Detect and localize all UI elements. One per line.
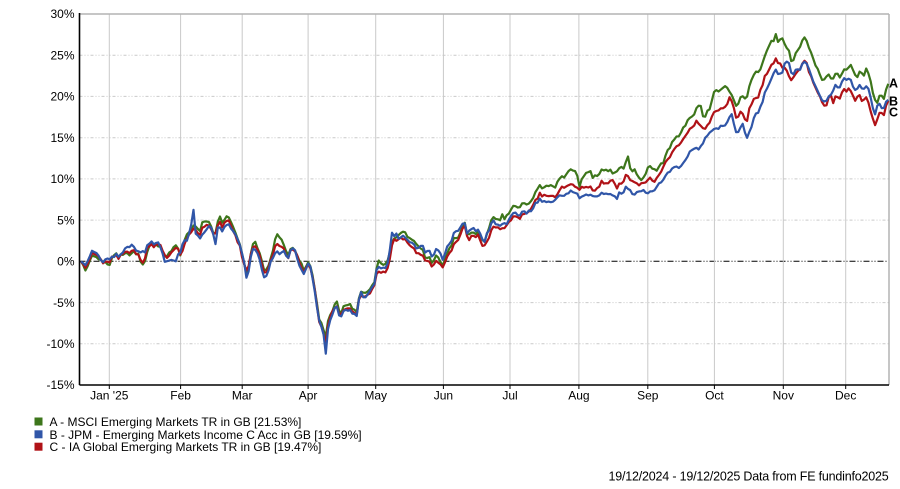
svg-text:Dec: Dec: [835, 389, 856, 403]
svg-text:Aug: Aug: [568, 389, 589, 403]
svg-text:B: B: [889, 95, 898, 109]
svg-text:Jun: Jun: [434, 389, 453, 403]
svg-text:0%: 0%: [57, 255, 75, 269]
svg-text:-10%: -10%: [46, 337, 74, 351]
svg-text:B - JPM - Emerging Markets Inc: B - JPM - Emerging Markets Income C Acc …: [50, 428, 362, 442]
svg-text:10%: 10%: [50, 172, 74, 186]
svg-text:A: A: [889, 77, 898, 91]
svg-text:A - MSCI Emerging Markets TR i: A - MSCI Emerging Markets TR in GB [21.5…: [50, 415, 302, 429]
svg-text:Jul: Jul: [502, 389, 517, 403]
svg-text:Feb: Feb: [170, 389, 191, 403]
svg-text:C - IA Global Emerging Markets: C - IA Global Emerging Markets TR in GB …: [50, 440, 322, 454]
svg-text:Nov: Nov: [773, 389, 794, 403]
svg-text:May: May: [364, 389, 387, 403]
svg-text:-5%: -5%: [53, 296, 75, 310]
svg-text:25%: 25%: [50, 48, 74, 62]
svg-text:20%: 20%: [50, 90, 74, 104]
svg-text:19/12/2024 - 19/12/2025 Data f: 19/12/2024 - 19/12/2025 Data from FE fun…: [609, 470, 889, 484]
svg-text:C: C: [889, 106, 898, 120]
svg-text:Oct: Oct: [705, 389, 724, 403]
svg-text:Apr: Apr: [299, 389, 318, 403]
svg-text:15%: 15%: [50, 131, 74, 145]
svg-text:Mar: Mar: [232, 389, 253, 403]
svg-text:-15%: -15%: [46, 378, 74, 392]
svg-text:Sep: Sep: [637, 389, 659, 403]
svg-text:Jan '25: Jan '25: [90, 389, 129, 403]
svg-text:5%: 5%: [57, 213, 75, 227]
svg-text:30%: 30%: [50, 7, 74, 21]
